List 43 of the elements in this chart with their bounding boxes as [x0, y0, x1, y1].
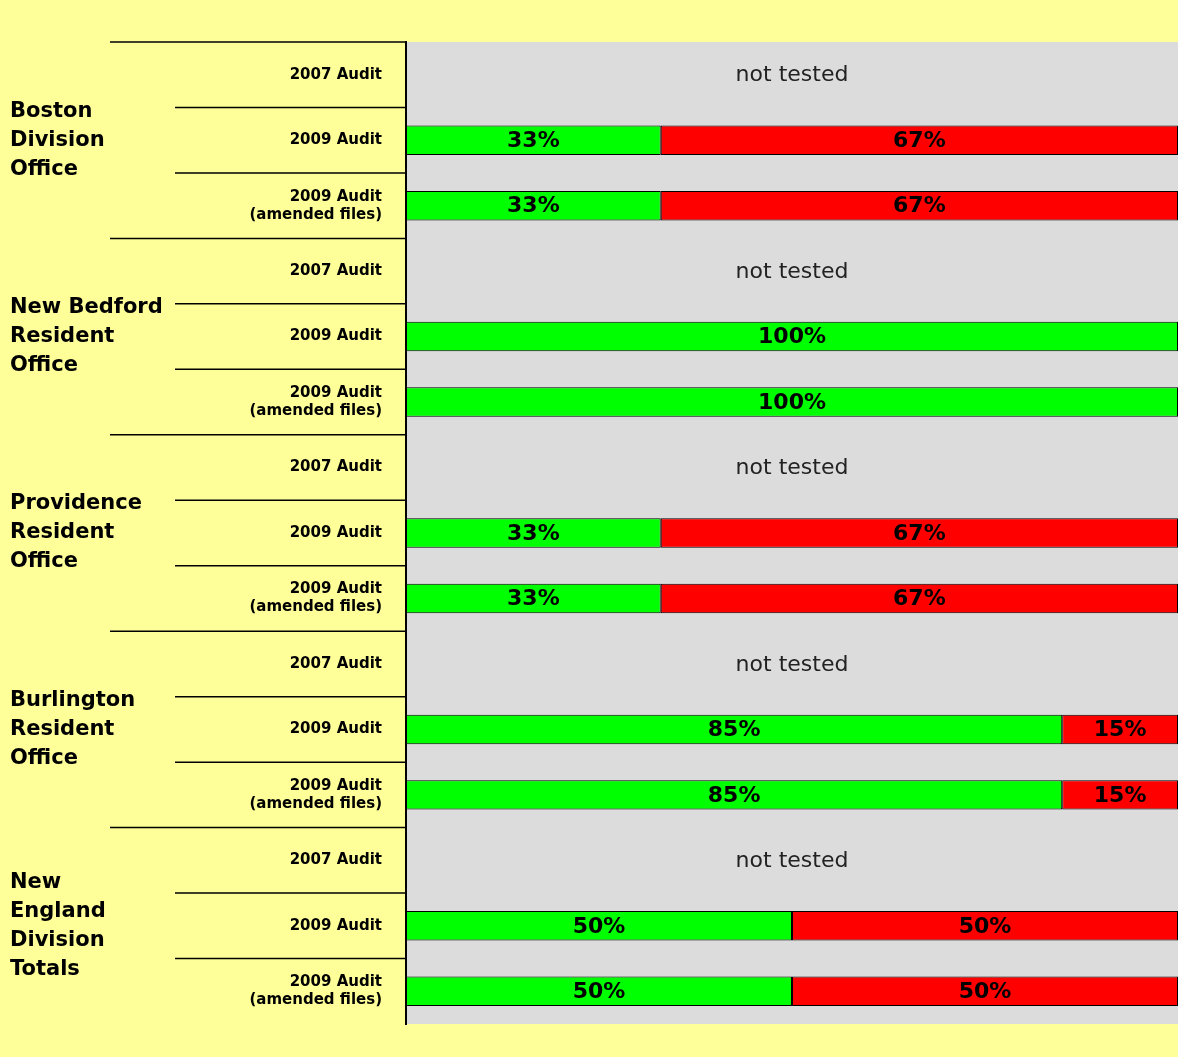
data-label: 33% [507, 519, 560, 545]
text: not tested [735, 61, 849, 87]
data-label: 100% [758, 388, 826, 414]
y-tick-label: 2009 Audit (amended files) [249, 972, 382, 1009]
data-label: 100% [758, 323, 826, 349]
y-tick-label: 2007 Audit [289, 64, 382, 83]
y-tick-label: 2009 Audit (amended files) [249, 579, 382, 616]
data-label: 67% [893, 585, 946, 611]
y-tick-label: 2009 Audit [289, 522, 382, 541]
data-label: 67% [893, 192, 946, 218]
text: Providence Resident Office [10, 490, 142, 573]
y-tick-label: 2009 Audit (amended files) [249, 186, 382, 223]
y-tick-label: 2007 Audit [289, 850, 382, 869]
data-label: 50% [572, 977, 626, 1003]
data-label: 33% [507, 126, 560, 152]
y-tick-label: 2007 Audit [289, 653, 382, 672]
data-label: 85% [707, 716, 761, 742]
text: Burlington Resident Office [10, 686, 136, 769]
data-label: 15% [1093, 781, 1147, 807]
y-tick-label: 2009 Audit [289, 130, 382, 149]
y-tick-label: 2009 Audit (amended files) [249, 382, 382, 419]
text: Boston Division Office [10, 97, 105, 180]
y-tick-label: 2009 Audit [289, 915, 382, 934]
y-tick-label: 2009 Audit [289, 719, 382, 738]
data-label: 67% [893, 126, 946, 152]
data-label: 33% [507, 192, 560, 218]
y-tick-label: 2007 Audit [289, 457, 382, 476]
data-label: 50% [958, 912, 1012, 938]
y-tick-label: 2007 Audit [289, 261, 382, 280]
text: not tested [735, 847, 849, 873]
text: New England Division Totals [10, 868, 106, 980]
text: not tested [735, 454, 849, 480]
data-label: 50% [572, 912, 626, 938]
data-label: 67% [893, 519, 946, 545]
y-tick-label: 2009 Audit (amended files) [249, 775, 382, 812]
data-label: 85% [707, 781, 761, 807]
data-label: 33% [507, 585, 560, 611]
text: not tested [735, 257, 849, 283]
data-label: 15% [1093, 716, 1147, 742]
text: New Bedford Resident Office [10, 294, 163, 377]
data-label: 50% [958, 977, 1012, 1003]
text: not tested [735, 650, 849, 676]
y-tick-label: 2009 Audit [289, 326, 382, 345]
